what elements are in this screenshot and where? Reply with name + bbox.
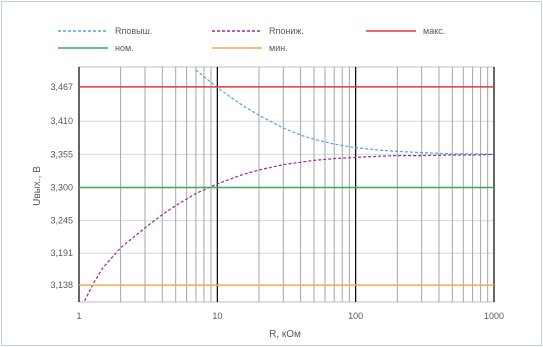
legend-label-rпониж: Rпониж. [269,26,304,36]
y-tick-label: 3,410 [50,116,73,126]
x-axis-label: R, кОм [269,329,301,340]
y-tick-label: 3,300 [50,183,73,193]
y-tick-label: 3,245 [50,216,73,226]
legend: Rповыш. Rпониж. макс. ном. мин. [58,26,445,53]
y-tick-label: 3,138 [50,280,73,290]
x-axis-ticks: 1 10 100 1000 [76,311,504,321]
y-tick-label: 3,467 [50,82,73,92]
legend-label-rповыш: Rповыш. [115,26,152,36]
y-axis-ticks: 3,138 3,191 3,245 3,300 3,355 3,410 3,467 [50,82,73,290]
legend-label-макс: макс. [423,26,445,36]
y-axis-label: Uвых., В [32,166,43,206]
y-tick-label: 3,355 [50,149,73,159]
legend-label-ном: ном. [115,43,134,53]
legend-label-мин: мин. [269,43,288,53]
grid [78,66,495,303]
x-tick-label: 100 [348,311,363,321]
x-tick-label: 10 [212,311,222,321]
series-line-rповыш [195,69,495,155]
x-tick-label: 1000 [484,311,504,321]
x-tick-label: 1 [76,311,81,321]
series-line-rпониж [84,153,495,302]
plot-lines [79,69,495,302]
plot-area-border [78,66,495,303]
y-tick-label: 3,191 [50,248,73,258]
